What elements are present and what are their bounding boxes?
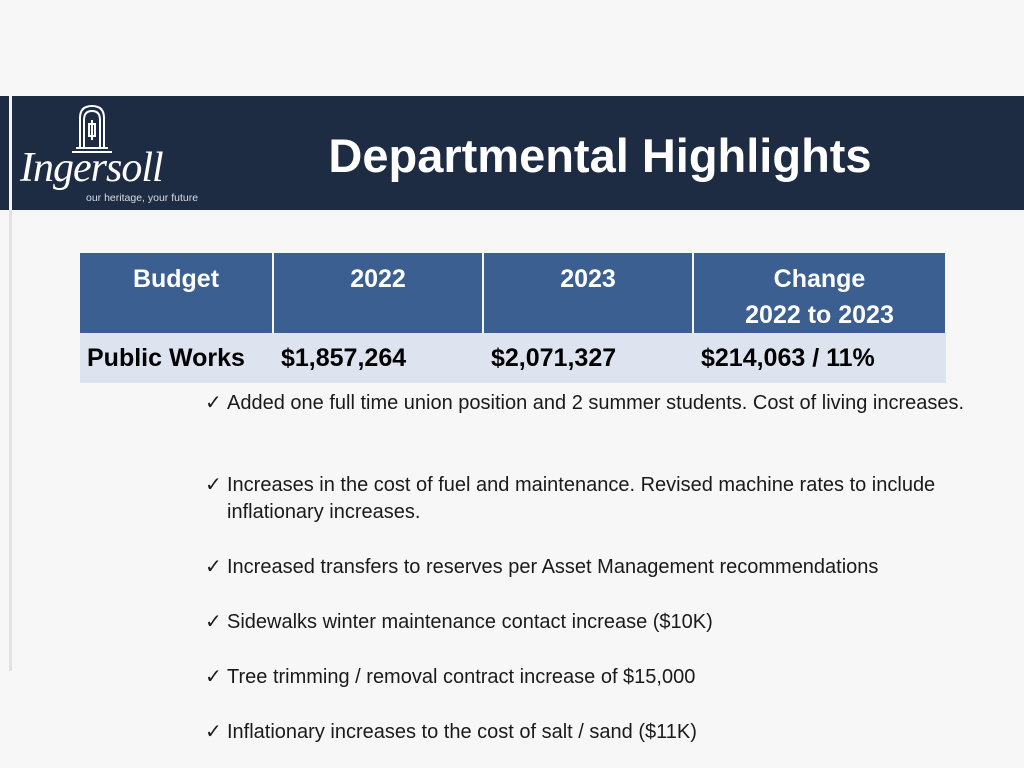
list-item-text: Increases in the cost of fuel and mainte… [227,474,936,523]
header-change-sub: 2022 to 2023 [745,301,894,329]
checkmark-icon: ✓ [205,474,222,496]
header-budget: Budget [80,253,274,333]
table-header-row: Budget 2022 2023 Change 2022 to 2023 [80,253,945,333]
cell-change-value: $214,063 / 11% [693,333,946,383]
logo-tagline: our heritage, your future [86,192,199,204]
checkmark-icon: ✓ [205,611,222,633]
header-change-label: Change [773,265,866,293]
header-band [0,96,1024,210]
list-item: ✓ Tree trimming / removal contract incre… [205,664,985,691]
list-item-text: Inflationary increases to the cost of sa… [227,721,697,743]
cell-department: Public Works [80,333,274,383]
left-edge-rule [9,96,12,671]
list-item: ✓ Sidewalks winter maintenance contact i… [205,609,985,636]
checkmark-icon: ✓ [205,556,222,578]
cell-2022-value: $1,857,264 [273,333,484,383]
ingersoll-logo: Ingersoll our heritage, your future [20,100,220,206]
header-2022: 2022 [273,253,484,333]
header-change: Change 2022 to 2023 [693,253,945,333]
cell-2023-value: $2,071,327 [483,333,694,383]
list-item: ✓ Inflationary increases to the cost of … [205,719,985,746]
checkmark-icon: ✓ [205,666,222,688]
list-item: ✓ Increased transfers to reserves per As… [205,554,985,581]
header-2023: 2023 [483,253,694,333]
list-item: ✓ Increases in the cost of fuel and main… [205,472,985,526]
header-edge-gap [9,96,12,210]
slide-title: Departmental Highlights [328,129,872,182]
list-item-text: Increased transfers to reserves per Asse… [227,556,879,578]
budget-table: Budget 2022 2023 Change 2022 to 2023 Pub… [80,253,946,383]
town-hall-tower-icon [72,104,112,153]
table-row: Public Works $1,857,264 $2,071,327 $214,… [80,333,946,383]
list-item-text: Added one full time union position and 2… [227,392,965,414]
list-item: ✓ Added one full time union position and… [205,390,985,417]
checkmark-icon: ✓ [205,721,222,743]
logo-wordmark: Ingersoll [20,145,164,191]
list-item-text: Sidewalks winter maintenance contact inc… [227,611,713,633]
checkmark-icon: ✓ [205,392,222,414]
list-item-text: Tree trimming / removal contract increas… [227,666,696,688]
